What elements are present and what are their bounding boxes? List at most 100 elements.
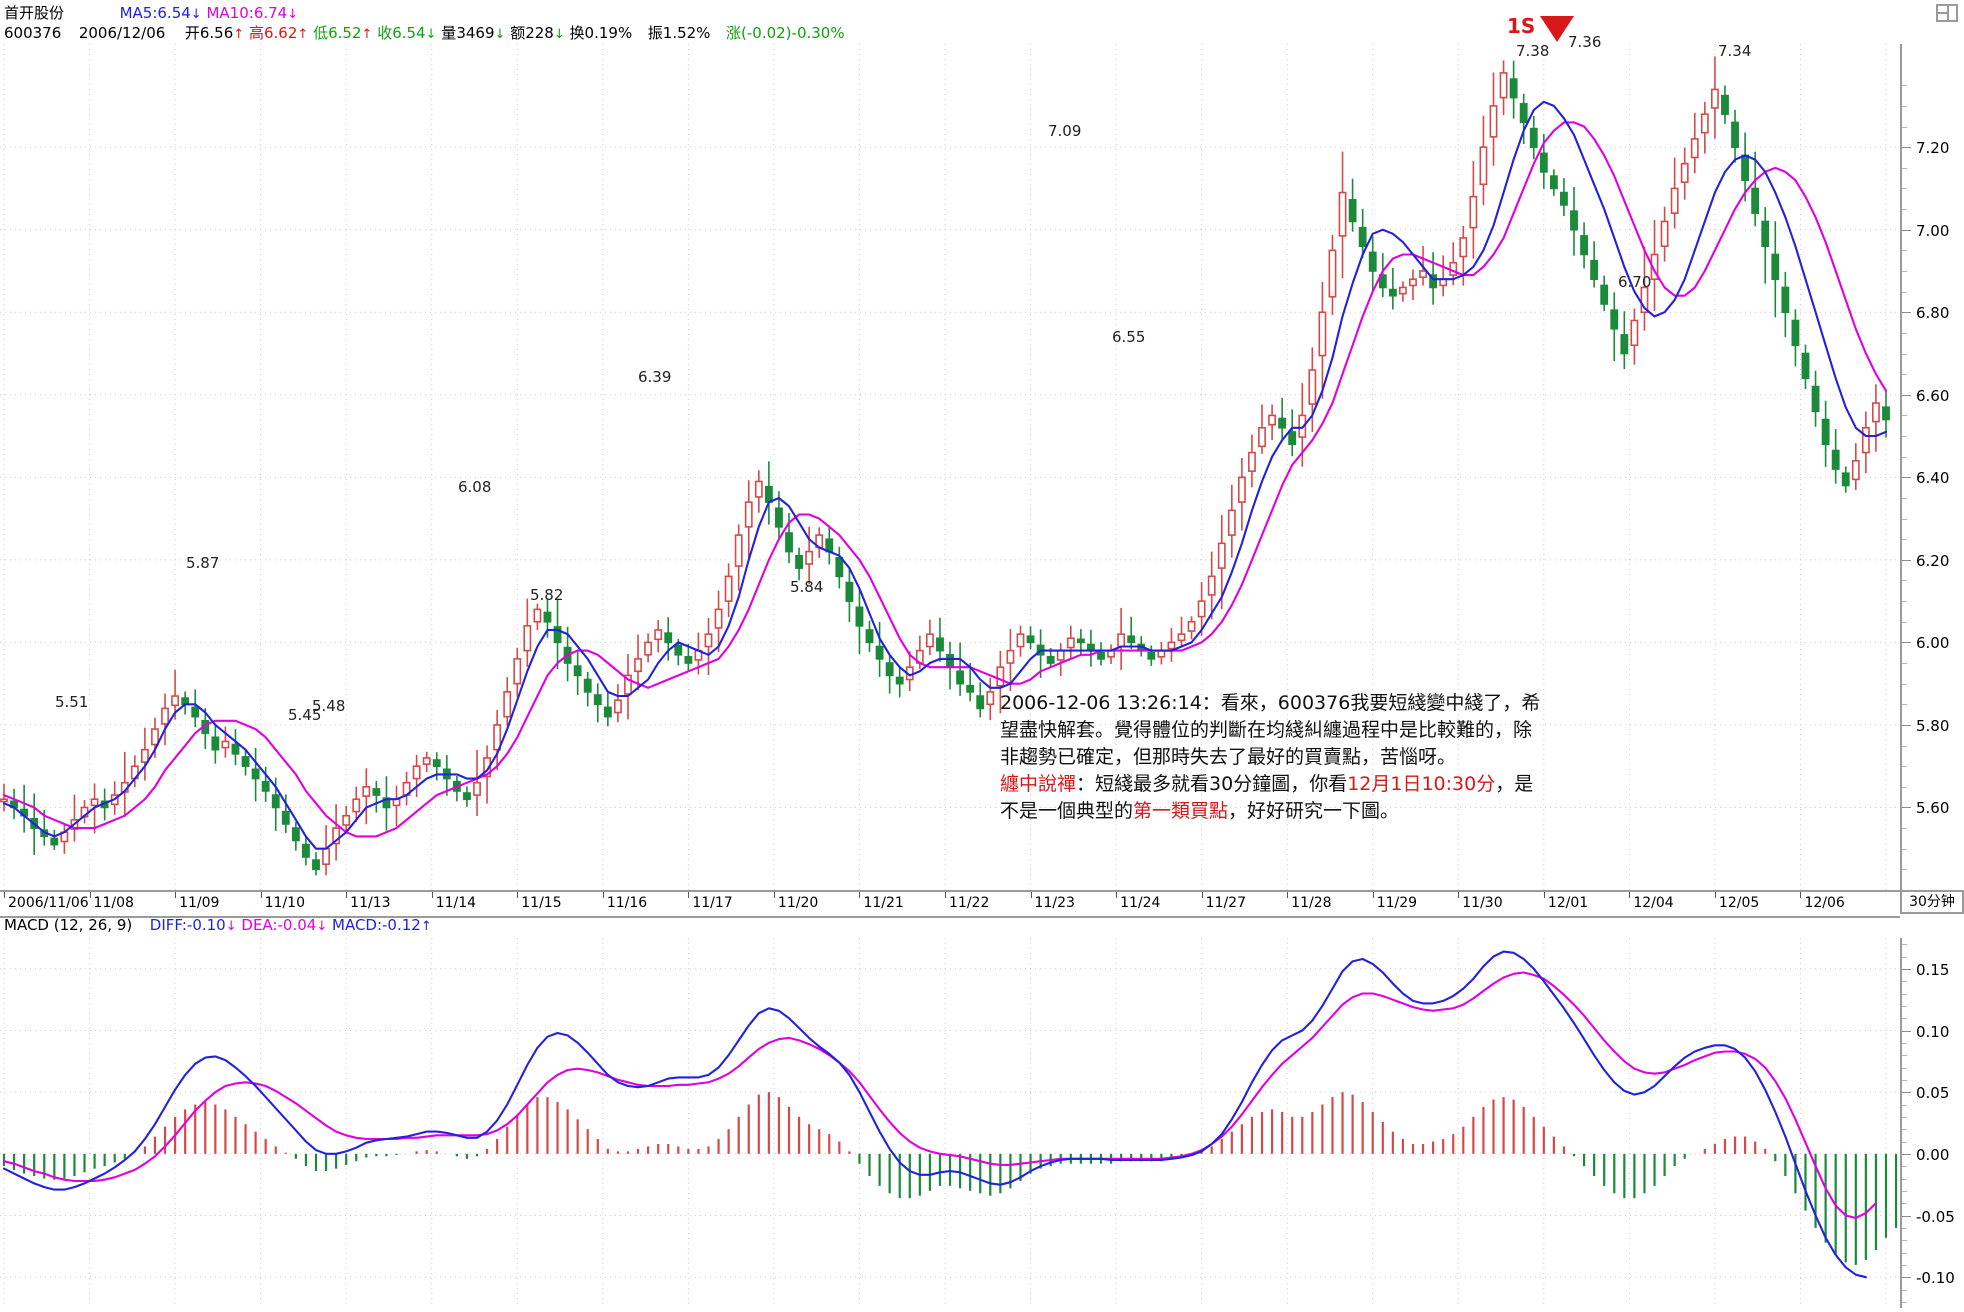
price-tag-7-38: 7.38 bbox=[1516, 42, 1550, 60]
date-axis-tick bbox=[1714, 892, 1716, 898]
price-axis-label: 7.20 bbox=[1916, 139, 1950, 158]
date-axis-label: 11/28 bbox=[1291, 895, 1332, 911]
diff-arrow-icon: ↓ bbox=[225, 919, 237, 934]
date-axis-tick bbox=[4, 892, 5, 898]
period-selector[interactable]: 30分钟 bbox=[1900, 890, 1964, 914]
price-chart-panel[interactable] bbox=[0, 44, 1900, 890]
date-axis-label: 12/01 bbox=[1547, 895, 1589, 911]
price-axis-minor-tick bbox=[1902, 621, 1907, 623]
date-axis-tick bbox=[260, 892, 262, 898]
date-axis-label: 11/15 bbox=[521, 895, 562, 911]
price-tag-5-48: 5.48 bbox=[312, 697, 346, 715]
price-axis-minor-tick bbox=[1902, 683, 1907, 685]
quote-turnover: 换0.19% bbox=[569, 24, 633, 42]
date-axis-tick bbox=[1458, 892, 1460, 898]
price-axis-tick bbox=[1902, 807, 1911, 809]
quote-amount: 额228 bbox=[510, 24, 554, 42]
price-tag-5-45: 5.45 bbox=[288, 706, 322, 724]
note-highlight-buypoint: 第一類買點 bbox=[1133, 800, 1229, 822]
price-tag-7-09: 7.09 bbox=[1048, 122, 1082, 140]
macd-axis-minor-tick bbox=[1902, 1227, 1907, 1229]
quote-amplitude: 振1.52% bbox=[647, 24, 711, 42]
down-arrow-marker-icon bbox=[1540, 16, 1574, 42]
macd-axis-label: -0.10 bbox=[1916, 1269, 1955, 1288]
commentary-annotation: 2006-12-06 13:26:14：看來，600376我要短綫變中綫了，希 … bbox=[1000, 690, 1541, 825]
price-tag-5-51: 5.51 bbox=[55, 693, 89, 711]
price-chart-svg bbox=[0, 44, 1900, 890]
quote-close: 收6.54 bbox=[377, 24, 426, 42]
date-axis-label: 11/29 bbox=[1376, 895, 1418, 911]
price-axis-minor-tick bbox=[1902, 415, 1907, 417]
macd-axis-minor-tick bbox=[1902, 1042, 1907, 1044]
price-axis-minor-tick bbox=[1902, 497, 1907, 499]
price-axis-tick bbox=[1902, 394, 1911, 396]
date-axis-label: 12/05 bbox=[1718, 895, 1760, 911]
price-tag-6-39: 6.39 bbox=[638, 368, 672, 386]
price-axis-minor-tick bbox=[1902, 105, 1907, 107]
macd-axis-label: 0.10 bbox=[1916, 1022, 1950, 1041]
macd-axis-minor-tick bbox=[1902, 944, 1907, 946]
date-axis-label: 11/09 bbox=[179, 895, 220, 911]
date-axis-label: 11/08 bbox=[93, 895, 134, 911]
macd-axis-minor-tick bbox=[1902, 1141, 1907, 1143]
price-axis-label: 5.80 bbox=[1916, 716, 1950, 735]
stock-name: 首开股份 bbox=[4, 4, 65, 22]
macd-chart-panel[interactable] bbox=[0, 938, 1900, 1308]
price-tag-6-70: 6.70 bbox=[1618, 273, 1652, 291]
price-axis-minor-tick bbox=[1902, 167, 1907, 169]
high-arrow-icon: ↑ bbox=[297, 27, 309, 42]
macd-dea-value: DEA:-0.04 bbox=[241, 916, 317, 934]
price-axis-minor-tick bbox=[1902, 291, 1907, 293]
price-axis-minor-tick bbox=[1902, 518, 1907, 520]
note-line-2: 望盡快解套。覺得體位的判斷在均綫糾纏過程中是比較難的，除 bbox=[1000, 719, 1533, 741]
date-axis-tick bbox=[602, 892, 604, 898]
date-axis-label: 11/22 bbox=[949, 895, 990, 911]
price-axis-minor-tick bbox=[1902, 848, 1907, 850]
macd-axis-minor-tick bbox=[1902, 1190, 1907, 1192]
date-axis-label: 11/13 bbox=[350, 895, 391, 911]
quote-change: 涨(-0.02)-0.30% bbox=[726, 24, 845, 42]
volume-arrow-icon: ↓ bbox=[494, 27, 506, 42]
note-author: 纏中說禪 bbox=[1000, 773, 1077, 795]
price-axis-label: 6.20 bbox=[1916, 551, 1950, 570]
macd-axis-minor-tick bbox=[1902, 1289, 1907, 1291]
price-axis-minor-tick bbox=[1902, 580, 1907, 582]
macd-axis-minor-tick bbox=[1902, 1104, 1907, 1106]
split-pane-icon[interactable] bbox=[1936, 4, 1958, 22]
macd-axis-tick bbox=[1902, 968, 1911, 970]
macd-axis-minor-tick bbox=[1902, 1067, 1907, 1069]
price-axis-minor-tick bbox=[1902, 188, 1907, 190]
quote-date: 2006/12/06 bbox=[78, 24, 166, 42]
ma10-legend: MA10:6.74 bbox=[206, 4, 288, 22]
date-axis-label: 11/20 bbox=[777, 895, 819, 911]
macd-chart-svg bbox=[0, 938, 1900, 1308]
price-axis-tick bbox=[1902, 559, 1911, 561]
macd-diff-value: DIFF:-0.10 bbox=[149, 916, 226, 934]
quote-open: 开6.56 bbox=[184, 24, 234, 42]
amount-arrow-icon: ↓ bbox=[553, 27, 565, 42]
price-tag-7-34: 7.34 bbox=[1718, 42, 1752, 60]
date-axis-tick bbox=[773, 892, 775, 898]
price-axis-tick bbox=[1902, 724, 1911, 726]
macd-axis-minor-tick bbox=[1902, 1018, 1907, 1020]
price-axis-minor-tick bbox=[1902, 539, 1907, 541]
price-tag-5-87: 5.87 bbox=[186, 554, 220, 572]
date-axis-tick bbox=[89, 892, 91, 898]
date-axis-tick bbox=[1800, 892, 1802, 898]
date-axis-tick bbox=[1201, 892, 1203, 898]
macd-axis-tick bbox=[1902, 1092, 1911, 1094]
note-line-1: 2006-12-06 13:26:14：看來，600376我要短綫變中綫了，希 bbox=[1000, 692, 1541, 714]
macd-axis-minor-tick bbox=[1902, 1252, 1907, 1254]
note-highlight-time: 12月1日10:30分 bbox=[1347, 773, 1496, 795]
price-tag-6-08: 6.08 bbox=[458, 478, 492, 496]
macd-axis-minor-tick bbox=[1902, 1178, 1907, 1180]
macd-axis-minor-tick bbox=[1902, 981, 1907, 983]
macd-axis-tick bbox=[1902, 1030, 1911, 1032]
date-axis-label: 11/14 bbox=[435, 895, 477, 911]
header-row-quote: 600376 2006/12/06 开6.56↑ 高6.62↑ 低6.52↑ 收… bbox=[4, 22, 845, 42]
price-axis-line bbox=[1900, 44, 1902, 890]
price-axis-minor-tick bbox=[1902, 828, 1907, 830]
date-axis-label: 11/21 bbox=[863, 895, 904, 911]
price-axis-minor-tick bbox=[1902, 745, 1907, 747]
date-axis-tick bbox=[517, 892, 519, 898]
